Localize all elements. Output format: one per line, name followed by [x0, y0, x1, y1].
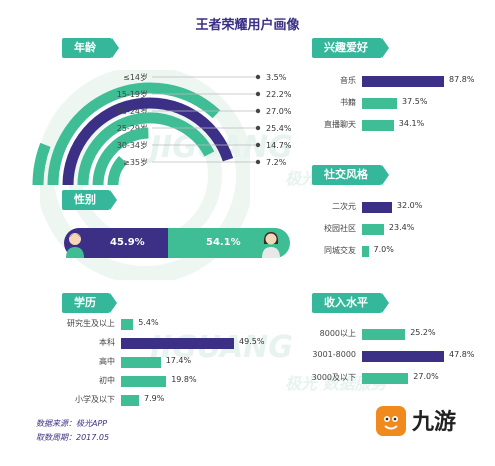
bar: [121, 319, 134, 330]
bar-value-label: 47.8%: [449, 350, 475, 359]
bar-category-label: 3000及以下: [311, 373, 356, 382]
section-social-header: 社交风格: [312, 165, 389, 185]
section-age-label: 年龄: [74, 41, 96, 54]
section-education-header: 学历: [62, 293, 117, 313]
bar-value-label: 37.5%: [402, 97, 428, 106]
female-avatar-icon: [262, 232, 280, 258]
page-title: 王者荣耀用户画像: [195, 18, 300, 33]
age-arc: [32, 142, 51, 185]
gender-female-value: 54.1%: [206, 237, 241, 248]
section-gender-header: 性别: [62, 190, 117, 210]
section-interest-label: 兴趣爱好: [324, 41, 368, 54]
age-arc: [62, 97, 234, 185]
bar-category-label: 3001-8000: [312, 350, 356, 359]
age-value-label: 7.2%: [266, 158, 287, 167]
age-value-label: 27.0%: [266, 107, 292, 116]
jiuyou-logo-icon: [376, 406, 406, 436]
section-education-label: 学历: [74, 296, 96, 309]
age-arc: [47, 82, 221, 185]
age-leader-dot: [255, 125, 261, 131]
age-category-label: ≤14岁: [123, 72, 148, 82]
bar-value-label: 23.4%: [388, 223, 415, 232]
logo-text: 九游: [412, 410, 457, 435]
age-leader-dot: [255, 91, 261, 97]
gender-male-value: 45.9%: [110, 237, 145, 248]
section-social-label: 社交风格: [324, 168, 368, 181]
bar-category-label: 本科: [99, 338, 115, 347]
section-income-label: 收入水平: [324, 296, 368, 309]
bar-value-label: 34.1%: [398, 119, 425, 128]
age-category-label: 25-29岁: [117, 123, 148, 133]
age-value-label: 25.4%: [266, 124, 292, 133]
age-leader-dot: [255, 108, 261, 114]
bar-category-label: 校园社区: [324, 224, 356, 233]
bar: [362, 76, 444, 87]
age-arc: [92, 127, 149, 185]
section-gender-label: 性别: [74, 193, 96, 206]
bar: [362, 98, 397, 109]
bar: [362, 351, 444, 362]
age-category-label: 15-19岁: [117, 89, 148, 99]
age-category-label: ≥35岁: [123, 157, 148, 167]
bar-category-label: 书籍: [340, 98, 356, 107]
bar-category-label: 8000以上: [319, 329, 356, 338]
age-arc: [107, 155, 128, 185]
bar-value-label: 5.4%: [138, 318, 159, 327]
age-leader-dot: [255, 142, 261, 148]
bar-value-label: 17.4%: [165, 356, 192, 365]
bar: [121, 376, 167, 387]
bar: [121, 338, 234, 349]
bar-category-label: 同城交友: [324, 246, 356, 255]
bar-value-label: 7.9%: [144, 394, 165, 403]
bar: [362, 202, 392, 213]
bar-value-label: 27.0%: [413, 372, 439, 381]
age-radial-chart: ≤14岁 3.5% 15-19岁 22.2% 20-24岁 27.0% 25-29岁 25.4…: [32, 72, 292, 185]
bar-category-label: 音乐: [340, 76, 356, 85]
age-value-label: 22.2%: [266, 90, 292, 99]
bar: [362, 329, 406, 340]
bar-value-label: 32.0%: [396, 201, 423, 210]
bar-category-label: 高中: [99, 357, 115, 366]
gender-bar: 45.9% 54.1%: [64, 228, 290, 258]
section-interest-header: 兴趣爱好: [312, 38, 389, 58]
bar-value-label: 7.0%: [373, 245, 394, 254]
bar: [362, 224, 384, 235]
bar-category-label: 直播聊天: [324, 120, 356, 129]
age-category-label: 20-24岁: [117, 106, 148, 116]
bar-category-label: 小学及以下: [75, 395, 115, 404]
bar-value-label: 25.2%: [410, 328, 436, 337]
bar-category-label: 二次元: [332, 202, 356, 211]
bar-value-label: 19.8%: [171, 375, 197, 384]
age-leader-dot: [255, 159, 261, 165]
bar: [362, 373, 409, 384]
bar-category-label: 研究生及以上: [67, 319, 115, 328]
bar: [121, 395, 139, 406]
section-age-header: 年龄: [62, 38, 119, 58]
footer-period: 取数周期：2017.05: [36, 433, 110, 442]
footer-source: 数据来源：极光APP: [36, 419, 108, 428]
age-arc: [77, 112, 215, 185]
male-avatar-icon: [66, 233, 84, 258]
bar: [121, 357, 161, 368]
age-value-label: 3.5%: [266, 73, 287, 82]
age-leader-dot: [255, 74, 261, 80]
age-category-label: 30-34岁: [117, 140, 148, 150]
bar-value-label: 49.5%: [239, 337, 265, 346]
watermark-service-2: 极光 数据服务: [285, 374, 387, 393]
bar-value-label: 87.8%: [449, 75, 475, 84]
bar: [362, 246, 369, 257]
section-income-header: 收入水平: [312, 293, 389, 313]
bar: [362, 120, 394, 131]
age-value-label: 14.7%: [266, 141, 292, 150]
bar-category-label: 初中: [99, 376, 115, 385]
